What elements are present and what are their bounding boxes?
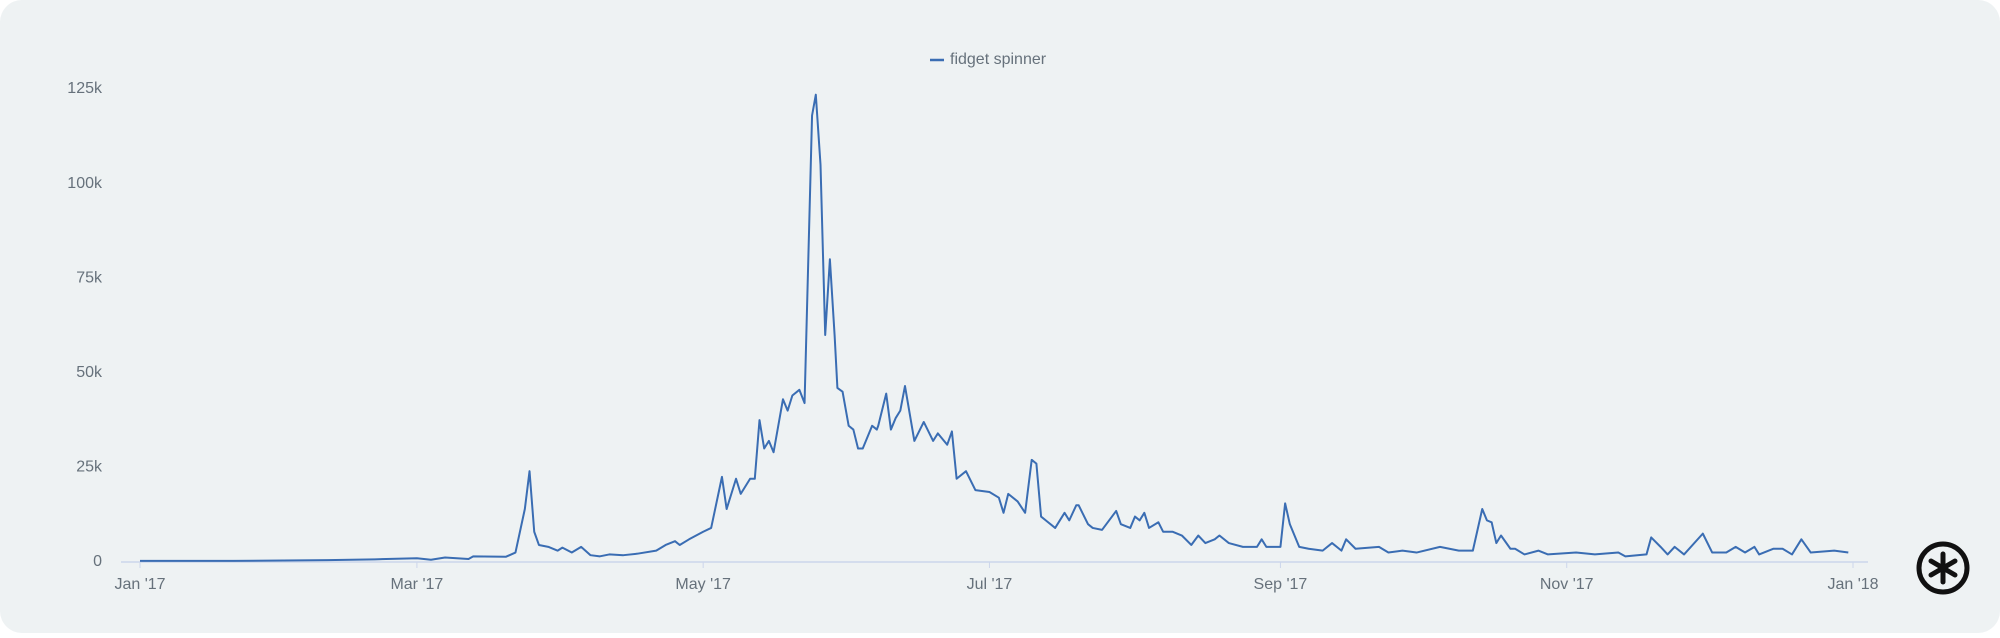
y-tick-label: 100k — [67, 175, 103, 192]
x-tick-label: Mar '17 — [390, 576, 443, 593]
y-tick-label: 0 — [93, 553, 102, 570]
logo — [1916, 541, 1970, 595]
line-series — [140, 93, 1849, 562]
x-tick-label: Sep '17 — [1254, 576, 1308, 593]
y-tick-label: 25k — [76, 459, 103, 476]
y-tick-label: 125k — [67, 80, 103, 97]
y-tick-label: 75k — [76, 269, 103, 286]
x-tick-label: Jul '17 — [967, 576, 1013, 593]
x-tick-label: Nov '17 — [1540, 576, 1594, 593]
legend-label: fidget spinner — [950, 51, 1047, 68]
x-tick-label: May '17 — [675, 576, 731, 593]
x-tick-label: Jan '18 — [1827, 576, 1878, 593]
y-tick-label: 50k — [76, 364, 103, 381]
x-tick-label: Jan '17 — [114, 576, 165, 593]
